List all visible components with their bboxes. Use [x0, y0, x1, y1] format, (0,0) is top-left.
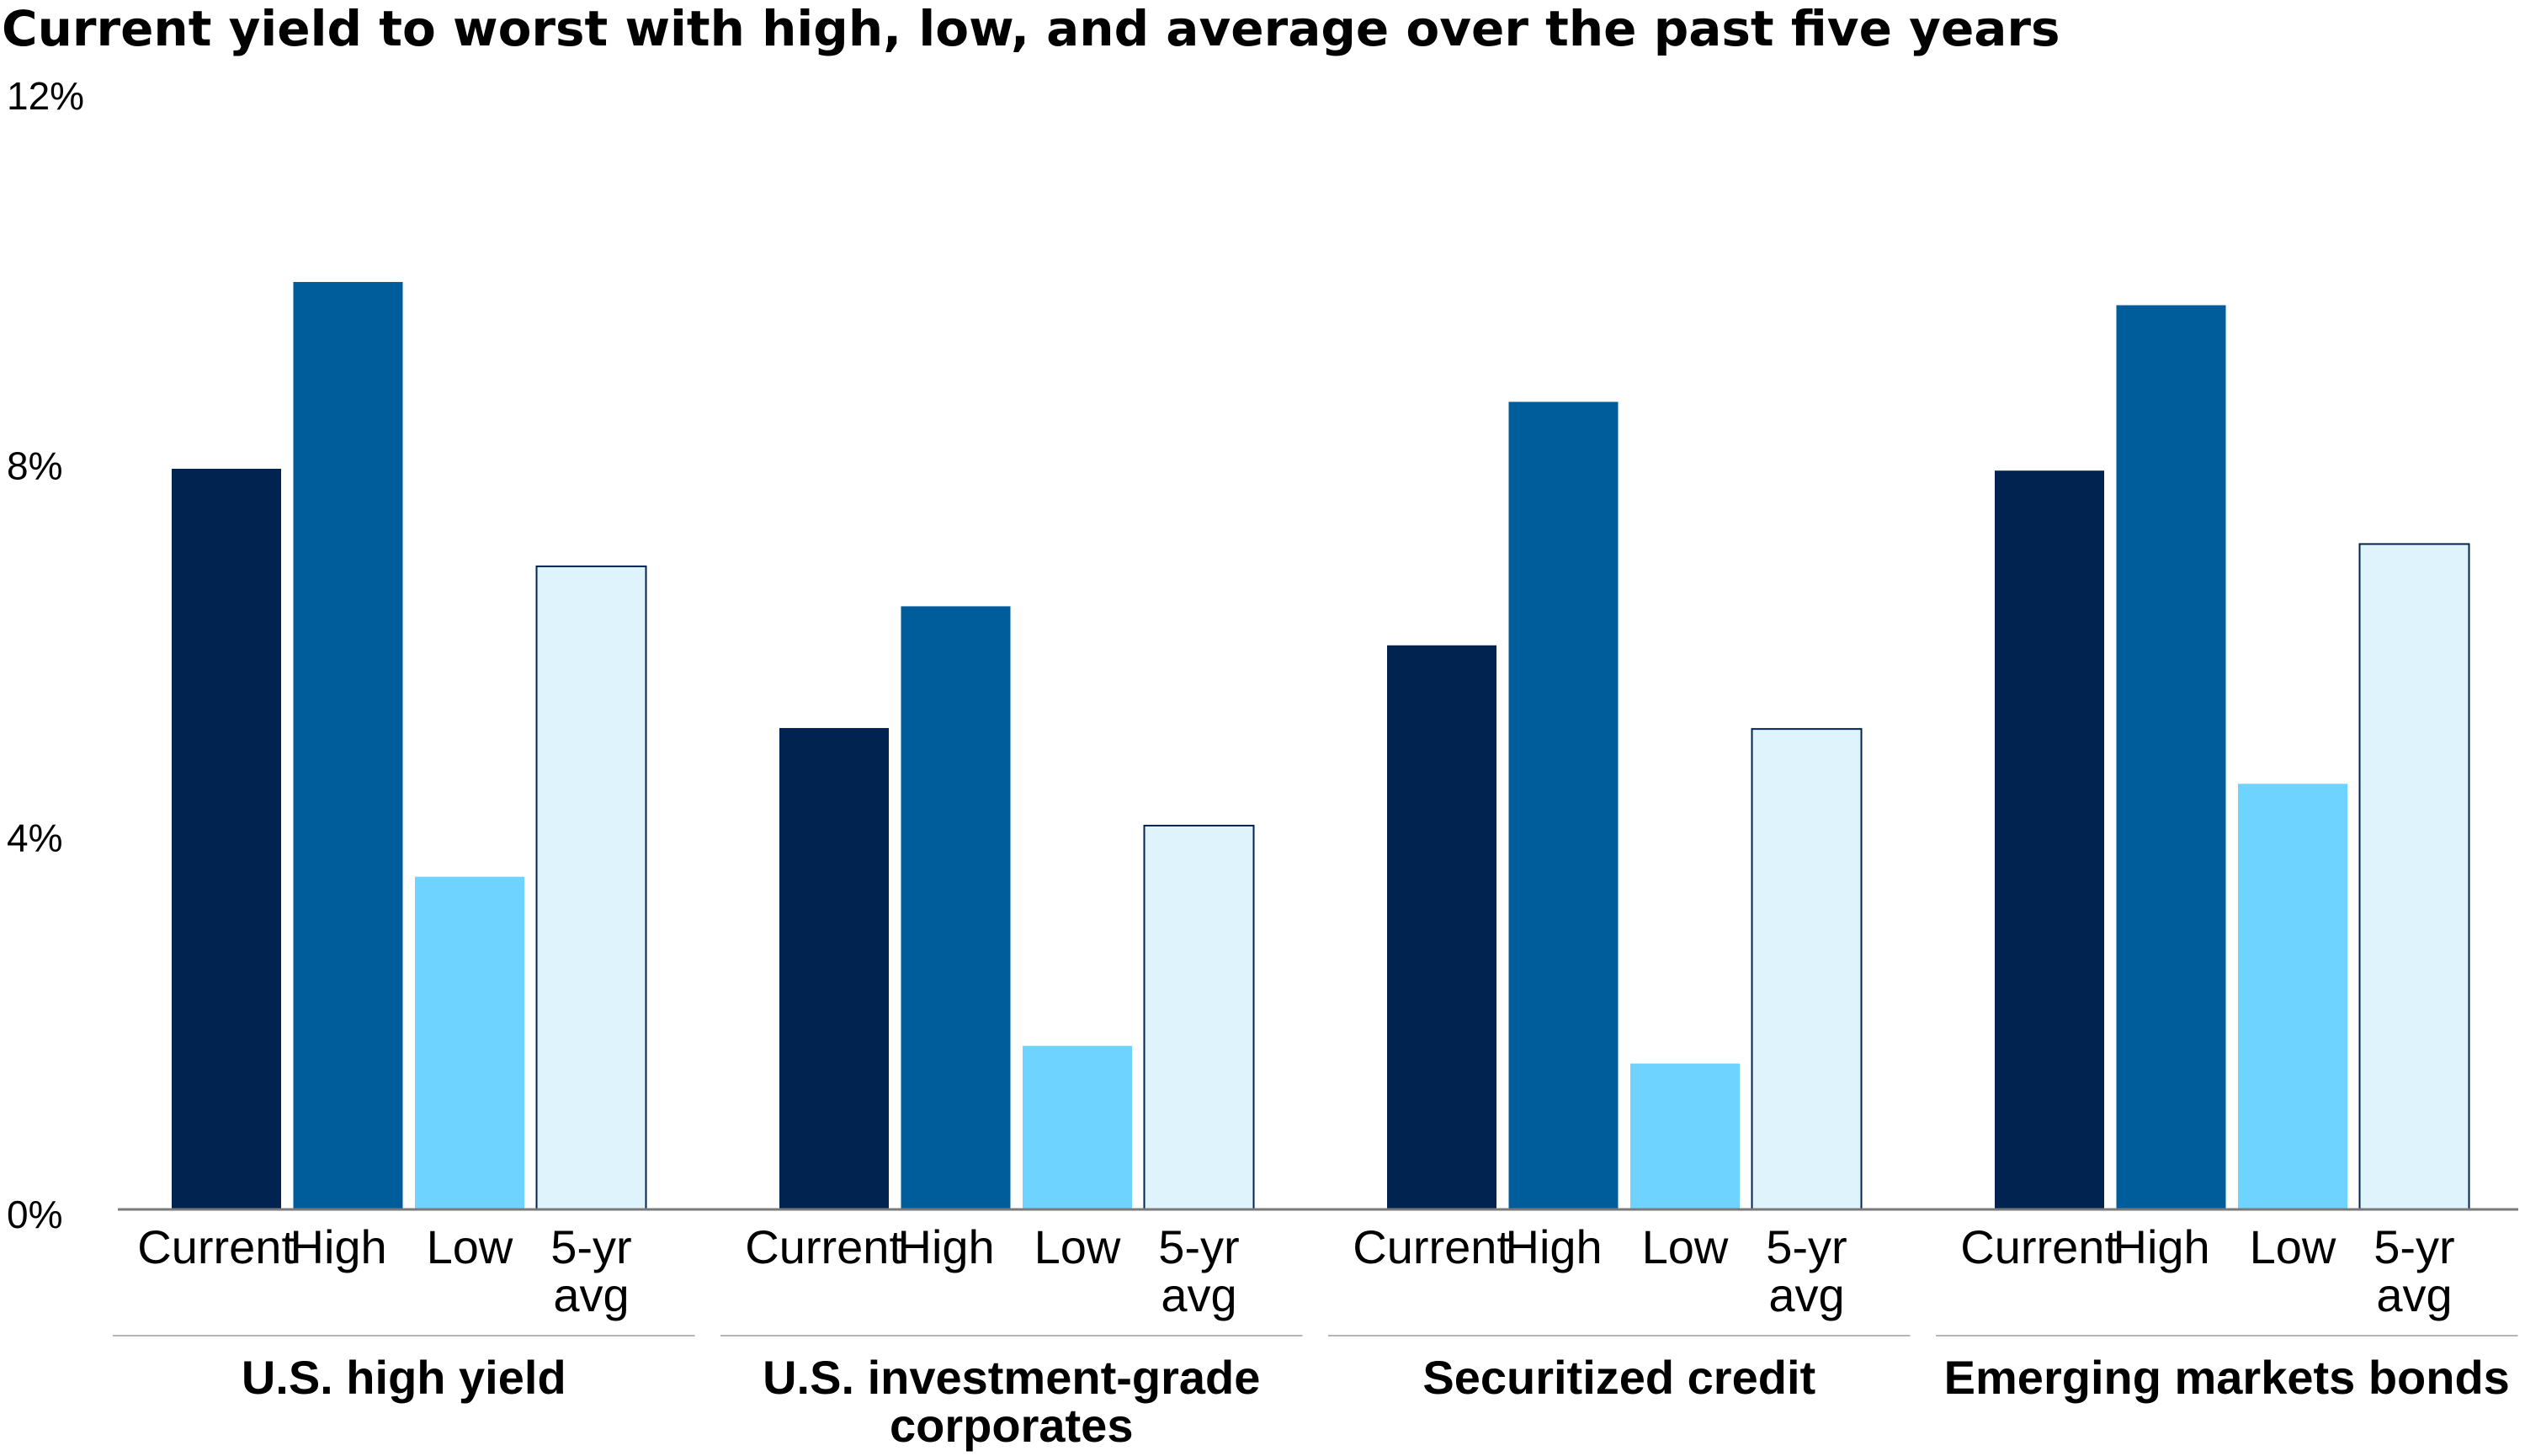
bar-category-label: 5-yr — [1158, 1220, 1239, 1273]
group-label: U.S. investment-grade — [763, 1351, 1260, 1404]
bars — [172, 282, 2470, 1211]
bar-category-label: High — [290, 1220, 387, 1273]
y-axis-ticks: 0% 4% 8% 12% — [7, 74, 84, 1236]
bar — [293, 282, 403, 1210]
y-tick-label: 8% — [7, 444, 62, 488]
bar-category-label: High — [1506, 1220, 1603, 1273]
bar — [2116, 305, 2226, 1209]
bar-category-label: 5-yr — [1766, 1220, 1847, 1273]
bar-category-label: Low — [427, 1220, 513, 1273]
bar — [1995, 470, 2104, 1209]
bar — [1143, 824, 1255, 1211]
bar-category-label: Low — [2250, 1220, 2336, 1273]
chart-title: Current yield to worst with high, low, a… — [2, 0, 2060, 57]
group-label: Emerging markets bonds — [1944, 1351, 2510, 1404]
bar-category-label: 5-yr — [2374, 1220, 2454, 1273]
group-label: U.S. high yield — [242, 1351, 566, 1404]
bar-category-label: High — [2113, 1220, 2210, 1273]
bar-category-label: Low — [1642, 1220, 1729, 1273]
group-label: Securitized credit — [1422, 1351, 1815, 1404]
group-labels: U.S. high yield U.S. investment-gradecorp… — [113, 1335, 2518, 1452]
y-tick-label: 0% — [7, 1193, 62, 1236]
bar — [2358, 543, 2470, 1210]
bar-category-label: Low — [1034, 1220, 1121, 1273]
bar-category-label: avg — [1161, 1268, 1236, 1321]
bar-category-label: avg — [1768, 1268, 1844, 1321]
bar-category-label: Current — [1353, 1220, 1510, 1273]
bar — [779, 728, 889, 1209]
bar — [172, 468, 281, 1209]
bar-category-label: avg — [2376, 1268, 2452, 1321]
bar-category-label: Current — [1960, 1220, 2118, 1273]
y-tick-label: 12% — [7, 74, 84, 118]
bar — [2238, 784, 2347, 1209]
bar-category-label: Current — [137, 1220, 295, 1273]
bar — [1387, 645, 1496, 1209]
group-label: corporates — [890, 1399, 1133, 1452]
bar-category-label: Current — [745, 1220, 902, 1273]
bar — [535, 565, 647, 1210]
bar — [1023, 1045, 1132, 1209]
bar — [1630, 1063, 1740, 1209]
bar-category-label: High — [898, 1220, 995, 1273]
bar-category-label: avg — [553, 1268, 629, 1321]
y-tick-label: 4% — [7, 816, 62, 859]
bar — [901, 606, 1011, 1209]
bar — [1751, 728, 1863, 1210]
bar — [415, 876, 524, 1209]
bar-category-label: 5-yr — [550, 1220, 631, 1273]
bar — [1508, 401, 1619, 1210]
